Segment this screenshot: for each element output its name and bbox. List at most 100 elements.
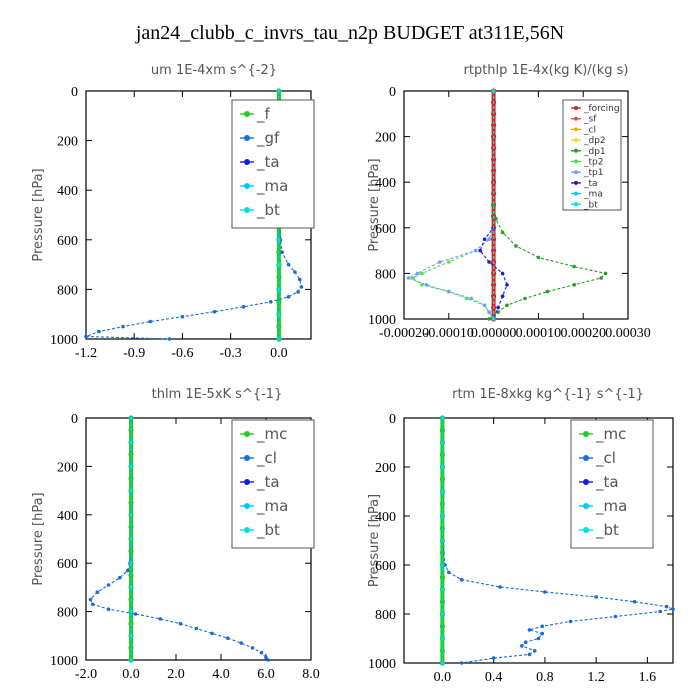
data-point bbox=[482, 237, 487, 241]
data-point bbox=[440, 661, 445, 665]
y-tick-label: 400 bbox=[375, 510, 396, 525]
data-point bbox=[491, 203, 496, 207]
y-tick-label: 600 bbox=[375, 559, 396, 574]
x-tick-label: 8.0 bbox=[302, 667, 320, 682]
data-point bbox=[420, 271, 424, 276]
data-point bbox=[212, 309, 217, 314]
x-tick-label: 0.0 bbox=[270, 346, 288, 361]
y-tick-label: 0 bbox=[71, 85, 78, 100]
data-point bbox=[491, 317, 496, 321]
panel-title: thlm 1E-5xK s^{-1} bbox=[152, 387, 283, 402]
legend-marker bbox=[574, 116, 578, 121]
data-point bbox=[527, 628, 532, 632]
data-point bbox=[440, 587, 445, 592]
data-point bbox=[241, 305, 246, 309]
legend-entry: _bt bbox=[256, 521, 280, 540]
y-tick-label: 200 bbox=[57, 460, 78, 475]
data-point bbox=[296, 290, 300, 294]
data-point bbox=[129, 609, 133, 614]
data-point bbox=[250, 646, 255, 650]
data-point bbox=[167, 337, 172, 341]
y-axis-label: Pressure [hPa] bbox=[367, 494, 382, 587]
data-point bbox=[487, 237, 491, 241]
data-point bbox=[443, 563, 447, 567]
data-point bbox=[514, 244, 518, 248]
legend-marker bbox=[574, 202, 578, 207]
x-tick-label: 0.4 bbox=[485, 670, 503, 685]
data-point bbox=[491, 89, 496, 93]
data-point bbox=[128, 500, 134, 506]
data-point bbox=[277, 312, 281, 317]
data-point bbox=[406, 276, 411, 280]
data-point bbox=[277, 287, 281, 292]
data-point bbox=[424, 283, 429, 287]
data-point bbox=[293, 270, 297, 274]
data-point bbox=[505, 303, 509, 308]
data-point bbox=[97, 329, 101, 334]
data-point bbox=[259, 650, 264, 655]
y-tick-label: 600 bbox=[375, 222, 396, 237]
x-tick-label: 2.0 bbox=[167, 667, 185, 682]
data-point bbox=[500, 294, 505, 299]
data-point bbox=[487, 317, 491, 321]
x-tick-label: -1.2 bbox=[75, 346, 97, 361]
legend-marker bbox=[244, 431, 250, 437]
legend-entry: _ta bbox=[256, 153, 280, 172]
data-point bbox=[527, 652, 532, 657]
y-tick-label: 1000 bbox=[50, 654, 78, 669]
panel-title: rtpthlp 1E-4x(kg K)/(kg s) bbox=[464, 63, 629, 78]
data-point bbox=[491, 122, 497, 128]
x-tick-label: 0.0 bbox=[434, 670, 452, 685]
legend-marker bbox=[244, 455, 250, 461]
plot-frame bbox=[403, 417, 674, 664]
data-point bbox=[523, 296, 527, 301]
data-point bbox=[280, 250, 284, 254]
data-point bbox=[128, 524, 134, 530]
data-point bbox=[491, 656, 496, 660]
y-tick-label: 400 bbox=[57, 184, 78, 199]
data-point bbox=[129, 440, 133, 445]
legend-entry: _cl bbox=[595, 449, 616, 468]
x-tick-label: 0.00000 bbox=[471, 326, 517, 341]
y-tick-label: 800 bbox=[57, 606, 78, 621]
legend: _mc _cl _ta _ma _bt bbox=[570, 419, 654, 549]
legend-entry: _gf bbox=[256, 129, 280, 148]
legend-marker bbox=[244, 479, 250, 485]
data-point bbox=[129, 634, 133, 638]
legend-entry: _cl bbox=[583, 125, 596, 135]
chart-panel-4: rtm 1E-8xkg kg^{-1} s^{-1} Pressure [hPa]… bbox=[367, 387, 675, 685]
legend-marker bbox=[244, 527, 250, 533]
data-point bbox=[603, 271, 608, 276]
plot-frame bbox=[403, 90, 629, 320]
data-point bbox=[129, 585, 133, 590]
chart-panel-3: thlm 1E-5xK s^{-1} Pressure [hPa] 0 200 400 6… bbox=[31, 387, 320, 682]
data-point bbox=[269, 300, 273, 304]
data-point bbox=[440, 465, 445, 469]
data-point bbox=[491, 168, 497, 174]
data-point bbox=[505, 283, 509, 287]
x-tick-label: 1.6 bbox=[639, 670, 657, 685]
data-point bbox=[487, 260, 491, 264]
legend-entry: _cl bbox=[256, 449, 277, 468]
legend-marker bbox=[244, 159, 250, 165]
data-point bbox=[129, 537, 133, 541]
chart-panel-1: um 1E-4xm s^{-2} Pressure [hPa] 0 200 400 600… bbox=[31, 63, 315, 361]
y-tick-label: 200 bbox=[57, 135, 78, 150]
data-point bbox=[545, 289, 550, 294]
y-axis-label: Pressure [hPa] bbox=[367, 158, 382, 251]
data-point bbox=[440, 440, 445, 445]
data-point bbox=[299, 285, 304, 289]
legend-marker bbox=[574, 148, 578, 153]
data-point bbox=[599, 276, 603, 280]
legend-entry: _ma bbox=[256, 497, 288, 516]
x-tick-label: -0.6 bbox=[171, 346, 193, 361]
legend-marker bbox=[244, 111, 250, 117]
panel-title: rtm 1E-8xkg kg^{-1} s^{-1} bbox=[452, 387, 644, 402]
data-point bbox=[632, 600, 637, 604]
legend-marker bbox=[574, 180, 578, 185]
legend-marker bbox=[574, 159, 578, 164]
legend-marker bbox=[244, 503, 250, 509]
y-tick-label: 1000 bbox=[368, 657, 396, 672]
data-point bbox=[128, 548, 134, 554]
data-point bbox=[487, 310, 491, 315]
